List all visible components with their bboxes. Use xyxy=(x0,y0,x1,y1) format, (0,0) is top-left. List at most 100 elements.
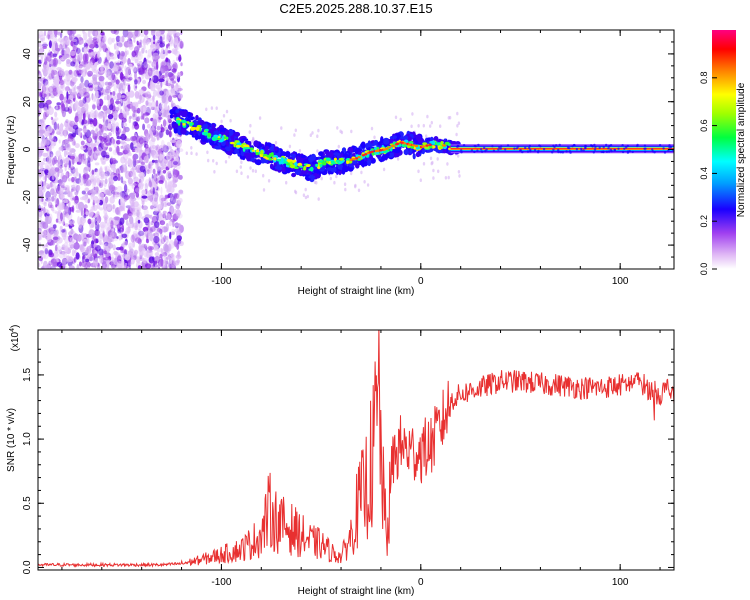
spectrogram-noise-dot xyxy=(78,100,84,107)
spectrogram-noise-dot xyxy=(141,189,146,195)
spectrogram-noise-dot xyxy=(98,123,103,129)
spectrogram-noise-dot xyxy=(44,215,49,225)
spectrogram-noise-dot xyxy=(125,143,131,151)
spectrogram-noise-dot xyxy=(222,114,226,118)
spectrogram-noise-dot xyxy=(139,251,145,256)
spectrogram-noise-dot xyxy=(83,241,87,247)
spectrogram-noise-dot xyxy=(163,201,168,208)
spectrogram-noise-dot xyxy=(145,91,152,100)
spectrogram-noise-dot xyxy=(139,30,145,37)
spectrogram-noise-dot xyxy=(89,120,94,125)
spectrogram-noise-dot xyxy=(432,176,435,180)
spectrogram-noise-dot xyxy=(92,85,96,90)
spectrogram-noise-dot xyxy=(156,125,161,131)
spectrogram-noise-dot xyxy=(163,235,167,243)
spectrogram-noise-dot xyxy=(58,139,61,144)
spectrogram-noise-dot xyxy=(115,35,121,42)
spectrogram-noise-dot xyxy=(47,196,52,205)
snr-axes: -100 0 100 0.0 0.5 1.0 1.5 xyxy=(22,330,674,588)
spectrogram-noise-dot xyxy=(69,206,74,212)
spectrogram-noise-dot xyxy=(118,234,122,241)
spectrogram-core-dot xyxy=(299,165,304,168)
spectrogram-noise-dot xyxy=(122,58,128,63)
spectrogram-noise-dot xyxy=(166,44,169,49)
spectrogram-noise-dot xyxy=(171,90,176,96)
spectrogram-ridge-dot xyxy=(621,144,624,147)
spectrogram-noise-dot xyxy=(156,213,159,221)
spectrogram-noise-dot xyxy=(138,50,142,57)
spectrogram-noise-dot xyxy=(69,120,76,128)
spectrogram-ridge-dot xyxy=(460,149,463,152)
snr-scale-prefix: (x10 xyxy=(10,331,21,351)
spectrogram-noise-dot xyxy=(267,179,271,183)
spectrogram-noise-dot xyxy=(152,95,155,102)
spectrogram-noise-dot xyxy=(190,146,193,150)
spectrogram-noise-dot xyxy=(109,56,115,60)
spectrogram-noise-dot xyxy=(82,119,88,125)
spectrogram-noise-dot xyxy=(145,151,149,154)
spectrogram-noise-dot xyxy=(74,143,80,149)
spectrogram-ridge-dot xyxy=(319,151,323,156)
spectrogram-noise-dot xyxy=(123,242,128,246)
spectrogram-core-dot xyxy=(235,145,241,148)
spectrogram-noise-dot xyxy=(73,242,80,250)
spectrogram-noise-dot xyxy=(45,147,49,151)
spectrogram-noise-dot xyxy=(316,149,319,153)
colorbar-tick-label: 0.8 xyxy=(699,72,709,85)
spectrogram-noise-dot xyxy=(104,88,111,94)
spectrogram-noise-dot xyxy=(55,42,58,51)
spectrogram-noise-dot xyxy=(145,100,149,107)
spectrogram-noise-dot xyxy=(163,254,167,261)
spectrogram-ridge-dot xyxy=(393,148,401,154)
spectrogram-noise-dot xyxy=(88,37,92,41)
spectrogram-noise-dot xyxy=(80,76,84,83)
spectrogram-noise-dot xyxy=(135,203,142,212)
spectrogram-noise-dot xyxy=(107,100,111,106)
spectrogram-noise-dot xyxy=(51,196,55,202)
spectrogram-peak-dot xyxy=(421,145,425,148)
spectrogram-noise-dot xyxy=(336,126,339,130)
spectrogram-core-dot xyxy=(325,157,331,162)
spectrogram-noise-dot xyxy=(118,260,122,265)
spectrogram-noise-dot xyxy=(127,157,132,164)
spectrogram-ridge-dot xyxy=(658,144,662,147)
spectrogram-noise-dot xyxy=(150,43,157,52)
spectrogram-noise-dot xyxy=(115,45,119,51)
spectrogram-noise-dot xyxy=(66,147,72,151)
spectrogram-noise-dot xyxy=(101,141,105,149)
spectrogram-noise-dot xyxy=(113,83,118,93)
spectrogram-noise-dot xyxy=(82,254,86,259)
spectrogram-noise-dot xyxy=(143,61,148,68)
spectrogram-noise-dot xyxy=(82,97,87,104)
spectrogram-noise-dot xyxy=(103,243,107,249)
spectrogram-noise-dot xyxy=(366,183,370,187)
spectrogram-noise-dot xyxy=(84,157,90,167)
spectrogram-noise-dot xyxy=(112,237,118,242)
spectrogram-core-dot xyxy=(223,136,229,140)
spectrogram-noise-dot xyxy=(107,37,113,45)
spectrogram-noise-dot xyxy=(76,34,81,39)
spectrogram-noise-dot xyxy=(62,54,68,60)
spectrogram-noise-dot xyxy=(96,98,100,107)
spectrogram-noise-dot xyxy=(125,111,130,116)
spectrogram-noise-dot xyxy=(38,142,41,147)
spectrogram-ridge-dot xyxy=(533,148,537,152)
spectrogram-noise-dot xyxy=(85,59,89,64)
spectrogram-noise-dot xyxy=(159,229,162,236)
spectrogram-noise-dot xyxy=(91,204,98,211)
spectrogram-noise-dot xyxy=(128,31,133,37)
spectrogram-noise-dot xyxy=(44,247,48,255)
spectrogram-noise-dot xyxy=(80,140,85,146)
spectrogram-core-dot xyxy=(309,166,314,172)
spectrogram-noise-dot xyxy=(97,236,103,242)
spectrogram-noise-dot xyxy=(177,40,180,47)
spectrogram-noise-dot xyxy=(157,30,162,35)
spectrogram-noise-dot xyxy=(87,180,90,186)
spectrogram-noise-dot xyxy=(89,44,95,49)
spectrogram-noise-dot xyxy=(100,136,106,142)
spectrogram-noise-dot xyxy=(417,169,420,174)
spectrogram-noise-dot xyxy=(120,95,126,98)
spectrogram-noise-dot xyxy=(125,138,131,142)
spectrogram-ridge-dot xyxy=(392,135,397,139)
spectrogram-noise-dot xyxy=(74,249,77,254)
